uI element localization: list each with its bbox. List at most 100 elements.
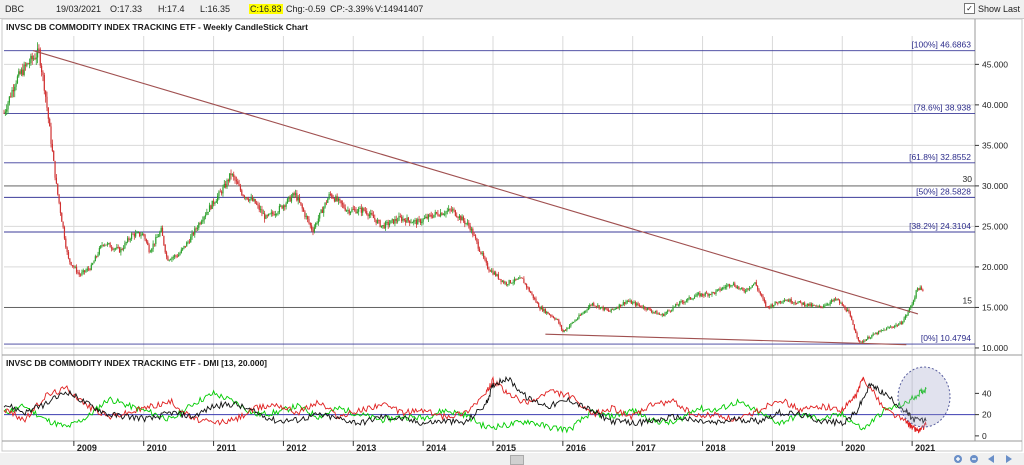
- candle-body: [178, 254, 180, 257]
- candle-body: [356, 211, 358, 214]
- scroll-left-icon[interactable]: [988, 455, 994, 463]
- candle-body: [6, 109, 8, 112]
- candle-body: [738, 286, 740, 289]
- candle-body: [809, 303, 811, 306]
- candle-body: [371, 212, 373, 215]
- candle-body: [482, 253, 485, 258]
- candle-body: [770, 304, 772, 308]
- candle-body: [808, 303, 810, 306]
- candle-body: [508, 280, 510, 285]
- candle-body: [164, 244, 166, 253]
- candle-body: [732, 283, 735, 286]
- candle-body: [196, 228, 199, 229]
- candle-body: [751, 285, 753, 288]
- candle-body: [281, 205, 283, 209]
- candle-body: [681, 301, 684, 303]
- scroll-right-icon[interactable]: [1006, 455, 1012, 463]
- candle-body: [908, 307, 911, 312]
- candle-body: [231, 174, 233, 176]
- candle-body: [832, 300, 834, 302]
- candle-body: [794, 302, 796, 304]
- candle-body: [492, 270, 494, 275]
- candle-body: [640, 305, 642, 307]
- candle-body: [73, 265, 75, 268]
- zoom-in-icon[interactable]: [954, 455, 962, 463]
- candle-body: [774, 301, 776, 305]
- candle-body: [108, 243, 110, 244]
- check-icon[interactable]: ✓: [963, 3, 975, 14]
- candle-body: [478, 248, 481, 252]
- candle-body: [343, 204, 345, 208]
- candle-body: [795, 303, 798, 304]
- candle-body: [520, 277, 522, 279]
- candle-body: [35, 57, 37, 60]
- candle-body: [370, 212, 372, 215]
- candle-body: [372, 214, 375, 219]
- zoom-controls[interactable]: [950, 453, 1020, 465]
- candle-body: [239, 185, 242, 191]
- candle-body: [266, 215, 268, 217]
- candle-body: [153, 243, 156, 245]
- candle-body: [273, 213, 275, 216]
- candle-body: [562, 329, 564, 332]
- show-last-toggle[interactable]: ✓ Show Last: [963, 3, 1020, 14]
- candle-body: [684, 301, 686, 303]
- candle-body: [902, 321, 904, 324]
- candle-body: [601, 306, 603, 308]
- y-tick-label: 15.000: [982, 302, 1008, 312]
- candle-body: [609, 311, 611, 312]
- candle-body: [84, 270, 86, 272]
- candle-body: [79, 274, 82, 276]
- candle-body: [442, 214, 444, 216]
- candle-body: [313, 227, 315, 232]
- candle-body: [814, 305, 817, 307]
- candle-body: [26, 63, 28, 66]
- candle-body: [453, 209, 455, 211]
- candle-body: [335, 196, 337, 202]
- candle-body: [632, 302, 634, 304]
- candle-body: [579, 315, 581, 316]
- candle-body: [648, 307, 650, 309]
- candle-body: [572, 322, 575, 323]
- candle-body: [67, 252, 70, 259]
- candle-body: [456, 215, 458, 218]
- candle-body: [685, 300, 688, 302]
- candle-body: [661, 314, 663, 316]
- candle-body: [78, 272, 80, 275]
- candle-body: [160, 227, 162, 233]
- candle-body: [58, 194, 60, 203]
- open-label: O:17.33: [110, 4, 143, 14]
- candle-body: [38, 48, 40, 50]
- candle-body: [568, 325, 571, 328]
- candle-body: [782, 301, 784, 303]
- candle-body: [585, 310, 587, 312]
- candle-body: [175, 255, 177, 257]
- scroll-thumb[interactable]: [510, 455, 524, 465]
- candle-body: [124, 242, 126, 249]
- bottom-scroll-bar[interactable]: [0, 453, 1024, 465]
- candle-body: [169, 259, 172, 261]
- y-tick-label: 35.000: [982, 140, 1008, 150]
- candle-body: [864, 340, 866, 342]
- candle-body: [491, 270, 493, 272]
- candle-body: [319, 212, 321, 219]
- candle-body: [542, 307, 544, 312]
- candle-body: [567, 327, 569, 329]
- candle-body: [465, 223, 467, 224]
- candle-body: [641, 306, 643, 308]
- candle-body: [269, 213, 271, 215]
- candle-body: [544, 309, 546, 314]
- candle-body: [906, 315, 908, 316]
- candle-body: [359, 207, 361, 209]
- candle-body: [7, 102, 9, 110]
- candle-body: [765, 301, 767, 307]
- candle-body: [423, 218, 426, 219]
- candle-body: [364, 210, 366, 212]
- candle-body: [332, 197, 334, 199]
- candle-body: [711, 292, 713, 295]
- candle-body: [753, 284, 755, 286]
- candle-body: [297, 197, 299, 201]
- zoom-out-icon[interactable]: [970, 455, 978, 463]
- candle-body: [216, 196, 219, 202]
- candle-body: [151, 248, 153, 252]
